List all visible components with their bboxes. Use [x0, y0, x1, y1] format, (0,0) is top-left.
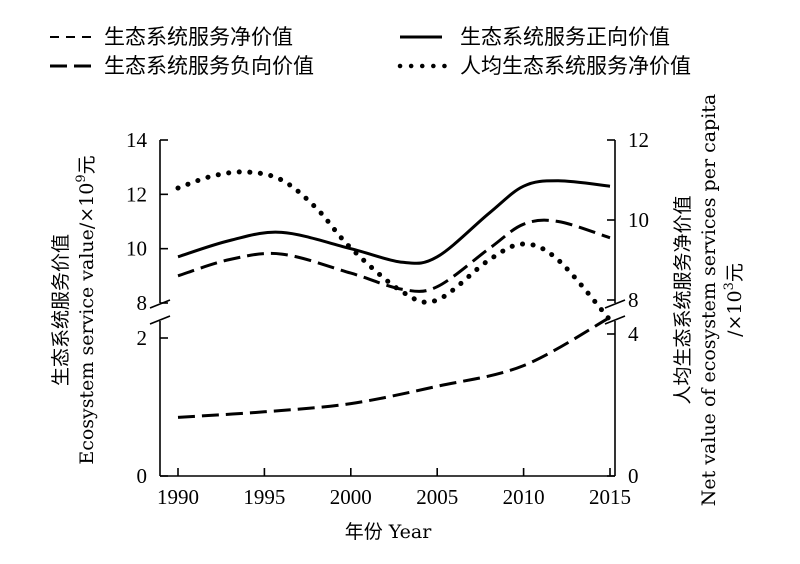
x-tick-label-2000: 2000	[330, 485, 372, 509]
right-y-tick-label-10: 10	[628, 208, 649, 232]
x-tick-labels: 1990 1995 2000 2005 2010 2015	[157, 485, 631, 509]
axes	[149, 140, 626, 477]
left-y-tick-label-10: 10	[126, 237, 147, 261]
left-y-tick-label-2: 2	[137, 326, 148, 350]
legend-label-net: 生态系统服务净价值	[104, 25, 293, 49]
x-tick-label-2010: 2010	[503, 485, 545, 509]
tick-marks	[160, 139, 615, 477]
left-y-tick-label-14: 14	[126, 128, 148, 152]
left-y-tick-label-0: 0	[137, 464, 148, 488]
left-y-tick-label-8: 8	[137, 291, 148, 315]
legend-label-positive: 生态系统服务正向价值	[460, 25, 670, 49]
right-y-tick-label-8: 8	[628, 288, 639, 312]
left-break-mark-1	[149, 299, 171, 309]
right-y-axis-label-en: Net value of ecosystem services per capi…	[698, 94, 720, 506]
left-y-tick-label-12: 12	[126, 182, 147, 206]
left-break-mark-2	[149, 315, 171, 325]
x-tick-label-1990: 1990	[157, 485, 199, 509]
x-tick-label-1995: 1995	[243, 485, 285, 509]
left-y-axis-label: 生态系统服务价值 Ecosystem service value/×109元	[50, 155, 98, 464]
right-y-axis-label-unit: /×103元	[722, 263, 746, 337]
x-tick-label-2005: 2005	[416, 485, 458, 509]
right-y-tick-label-12: 12	[628, 128, 649, 152]
left-y-axis-label-en: Ecosystem service value/×109元	[74, 155, 98, 464]
right-y-tick-label-4: 4	[628, 322, 639, 346]
x-axis-label: 年份 Year	[345, 521, 433, 543]
series-line-negative-lower	[177, 315, 611, 419]
series-group	[175, 169, 613, 419]
legend-label-per-capita: 人均生态系统服务净价值	[460, 54, 691, 78]
right-break-mark-1	[604, 299, 626, 309]
right-y-tick-label-0: 0	[628, 464, 639, 488]
right-break-mark-2	[604, 315, 626, 325]
left-y-axis-label-cn: 生态系统服务价值	[50, 234, 72, 386]
left-y-tick-labels: 8 10 12 14 0 2	[126, 128, 148, 488]
series-line-positive	[177, 179, 611, 265]
series-line-per-capita	[175, 169, 613, 323]
right-y-axis-label-cn: 人均生态系统服务净价值	[672, 195, 694, 404]
right-y-tick-labels: 8 10 12 0 4	[628, 128, 649, 488]
x-tick-label-2015: 2015	[589, 485, 631, 509]
right-y-axis-label: 人均生态系统服务净价值 Net value of ecosystem servi…	[672, 94, 746, 506]
legend-label-negative: 生态系统服务负向价值	[104, 54, 314, 78]
legend: 生态系统服务净价值 生态系统服务正向价值 生态系统服务负向价值 人均生态系统服务…	[50, 25, 691, 78]
series-line-negative-upper	[177, 218, 611, 293]
